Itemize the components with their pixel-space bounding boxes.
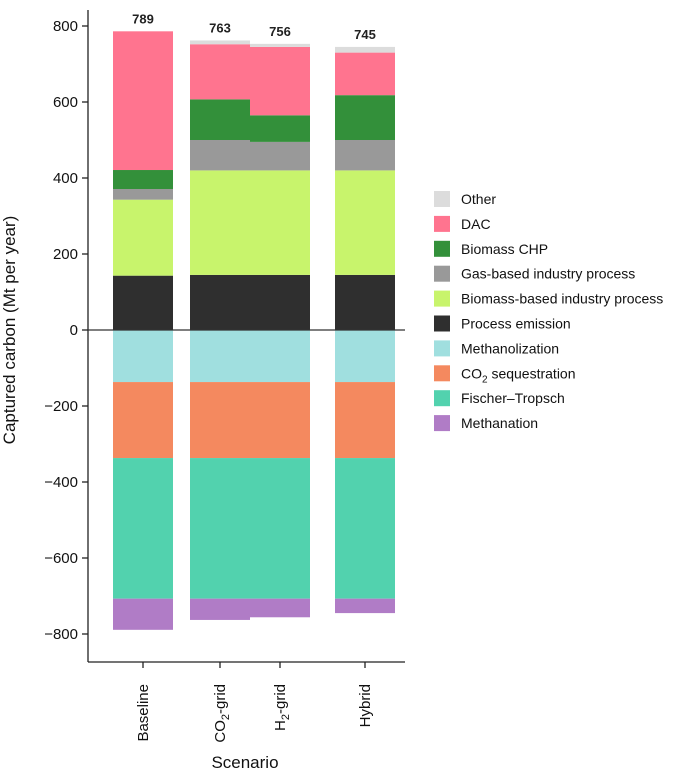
bar-segment <box>250 115 310 142</box>
legend-swatch <box>434 415 450 432</box>
bar-segment <box>113 189 173 200</box>
bar-segment <box>250 274 310 330</box>
bar-segment <box>113 31 173 171</box>
bar-segment <box>190 44 250 100</box>
legend-item: Other <box>434 191 496 207</box>
y-tick-label: 400 <box>53 170 78 187</box>
bar-segment <box>335 330 395 383</box>
total-label: 756 <box>269 24 291 39</box>
legend-item: Methanolization <box>434 340 559 357</box>
bar-segment <box>250 46 310 116</box>
legend-swatch <box>434 390 450 407</box>
legend-swatch <box>434 215 450 232</box>
bar-segment <box>190 598 250 620</box>
legend-label: Other <box>461 191 496 207</box>
bar-segment <box>335 274 395 330</box>
bar-segment <box>190 140 250 171</box>
legend-label: Methanation <box>461 415 538 431</box>
legend-item: Biomass CHP <box>434 240 548 257</box>
legend-item: CO2 sequestration <box>434 365 576 385</box>
bar-segment <box>335 458 395 599</box>
y-axis-title: Captured carbon (Mt per year) <box>0 216 19 445</box>
bar-segment <box>190 99 250 140</box>
total-label: 789 <box>132 11 154 26</box>
legend-item: DAC <box>434 215 491 232</box>
legend-swatch <box>434 240 450 257</box>
legend-item: Biomass-based industry process <box>434 290 663 307</box>
bar-segment <box>113 382 173 459</box>
bar-segment <box>190 40 250 45</box>
bar-segment <box>335 46 395 53</box>
x-axis-title: Scenario <box>211 753 278 772</box>
bar-segment <box>113 199 173 276</box>
legend-swatch <box>434 290 450 307</box>
bar-segment <box>190 458 250 599</box>
bar-segment <box>113 598 173 630</box>
bar-segment <box>335 95 395 140</box>
y-tick-label: 800 <box>53 18 78 35</box>
bar-segment <box>335 52 395 96</box>
bar-segment <box>335 140 395 171</box>
bar-segment <box>190 274 250 330</box>
bar-segment <box>250 141 310 171</box>
legend-item: Fischer–Tropsch <box>434 390 565 407</box>
bar-segment <box>250 170 310 275</box>
legend-swatch <box>434 265 450 282</box>
bar-segment <box>113 275 173 330</box>
legend-label: CO2 sequestration <box>461 365 576 385</box>
bar-segment <box>335 170 395 275</box>
bar-segment <box>250 330 310 383</box>
x-tick-label: Baseline <box>135 684 152 742</box>
legend-item: Gas-based industry process <box>434 265 635 282</box>
bar-segment <box>250 43 310 47</box>
bar-segment <box>250 458 310 599</box>
plot-area: 800 600 400 200 0 −200 −400 −600 −800 789 Baseline… <box>44 10 405 743</box>
y-tick-label: −800 <box>44 626 78 643</box>
legend-item: Process emission <box>434 315 571 332</box>
legend-label: Process emission <box>461 316 571 332</box>
legend-label: Fischer–Tropsch <box>461 390 565 406</box>
bar-segment <box>113 458 173 599</box>
legend-swatch <box>434 340 450 357</box>
x-tick-label: H2-grid <box>272 684 292 731</box>
y-tick-label: 0 <box>70 322 78 339</box>
y-tick-label: 200 <box>53 246 78 263</box>
legend: Other DAC Biomass CHP Gas-based industry pr… <box>434 191 663 432</box>
legend-label: Methanolization <box>461 340 559 356</box>
bar-segment <box>190 170 250 275</box>
bar-segment <box>335 382 395 459</box>
y-tick-label: −600 <box>44 550 78 567</box>
total-label: 745 <box>354 27 376 42</box>
legend-item: Methanation <box>434 415 538 432</box>
bar-segment <box>250 382 310 459</box>
legend-label: Biomass CHP <box>461 241 548 257</box>
bar-segment <box>335 598 395 614</box>
bar-segment <box>113 330 173 383</box>
x-tick-label: Hybrid <box>357 684 374 727</box>
y-tick-label: 600 <box>53 94 78 111</box>
legend-swatch <box>434 191 450 207</box>
y-tick-label: −400 <box>44 474 78 491</box>
bar-segment <box>190 330 250 383</box>
bar-segment <box>113 170 173 190</box>
legend-swatch <box>434 365 450 382</box>
legend-label: DAC <box>461 216 491 232</box>
legend-label: Gas-based industry process <box>461 266 635 282</box>
legend-swatch <box>434 315 450 332</box>
legend-label: Biomass-based industry process <box>461 291 663 307</box>
bar-segment <box>250 598 310 618</box>
total-label: 763 <box>209 20 231 35</box>
x-tick-label: CO2-grid <box>212 684 232 743</box>
y-tick-label: −200 <box>44 398 78 415</box>
bar-segment <box>190 382 250 459</box>
